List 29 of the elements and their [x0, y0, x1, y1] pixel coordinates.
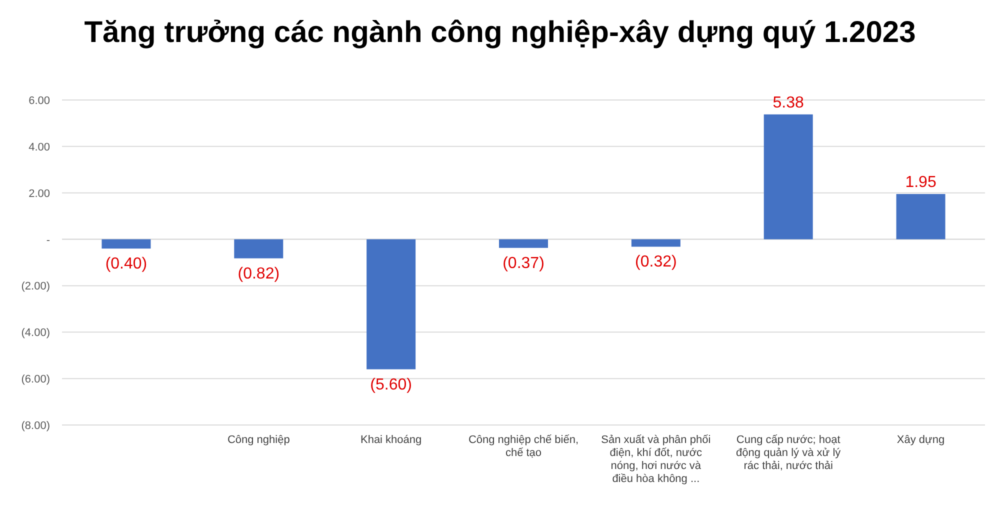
- x-tick-label: Công nghiệp: [227, 434, 290, 446]
- x-tick-label: Công nghiệp chế biến, chế tạo: [468, 434, 579, 459]
- bar: [764, 114, 813, 240]
- chart-title: Tăng trưởng các ngành công nghiệp-xây dựng quý 1.2023: [84, 16, 916, 49]
- x-tick-label: Khai khoáng: [360, 434, 422, 446]
- y-tick-label: 6.00: [28, 95, 50, 107]
- x-tick-label: Xây dựng: [896, 434, 945, 446]
- y-tick-label: 2.00: [28, 188, 50, 200]
- y-tick-label: -: [46, 234, 50, 246]
- bar: [366, 239, 416, 370]
- y-tick-label: (2.00): [21, 280, 50, 293]
- bar: [896, 194, 946, 240]
- y-tick-label: (8.00): [21, 420, 50, 432]
- x-tick-label: Sản xuất và phân phối điện, khí đốt, nước nóng, hơi nước và điều hòa không ...: [601, 434, 711, 485]
- y-tick-label: (6.00): [21, 374, 50, 386]
- data-label: 5.38: [772, 94, 804, 112]
- data-label: (0.37): [502, 254, 544, 272]
- y-tick-label: 4.00: [28, 141, 50, 154]
- data-label: (0.32): [635, 254, 677, 271]
- data-label: (0.82): [238, 265, 280, 282]
- data-label: 1.95: [905, 174, 936, 192]
- bar: [102, 239, 151, 249]
- data-label: (0.40): [105, 256, 148, 273]
- bar: [631, 239, 680, 247]
- bar: [234, 239, 284, 258]
- bar: [499, 239, 548, 248]
- y-tick-label: (4.00): [21, 327, 50, 340]
- x-tick-label: Cung cấp nước; hoạt động quản lý và xử lý rác thải, nước thải: [736, 434, 842, 472]
- data-label: (5.60): [370, 376, 412, 394]
